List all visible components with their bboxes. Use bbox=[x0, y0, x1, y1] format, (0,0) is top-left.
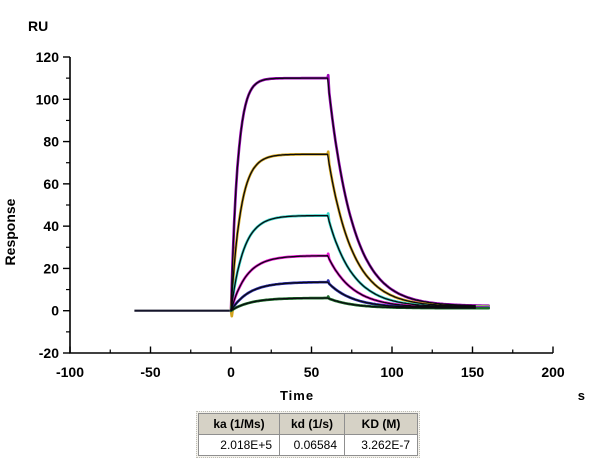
axes: -100 -50 0 50 100 150 200 -20 0 20 40 60 80 100 120 bbox=[36, 49, 565, 380]
y-tick-label: 80 bbox=[43, 134, 59, 150]
x-tick-label: 50 bbox=[304, 364, 320, 380]
y-axis-unit-label: RU bbox=[28, 18, 48, 34]
kinetics-value-ka: 2.018E+5 bbox=[198, 434, 280, 456]
x-tick-label: 150 bbox=[461, 364, 485, 380]
kinetics-value-KD: 3.262E-7 bbox=[344, 434, 418, 456]
y-tick-label: 120 bbox=[36, 49, 60, 65]
kinetics-value-kd: 0.06584 bbox=[279, 434, 345, 456]
sensorgram-chart: -100 -50 0 50 100 150 200 -20 0 20 40 60 80 100 120 RU… bbox=[2, 18, 585, 403]
fit-curve-trace-2 bbox=[230, 153, 476, 311]
x-axis-title: Time bbox=[280, 388, 314, 403]
fit-curve-trace-3 bbox=[230, 214, 476, 311]
x-axis-unit-label: s bbox=[578, 388, 585, 403]
kinetics-header-ka: ka (1/Ms) bbox=[198, 413, 280, 435]
x-tick-label: 200 bbox=[541, 364, 565, 380]
y-tick-label: 0 bbox=[51, 303, 59, 319]
y-tick-label: 60 bbox=[43, 176, 59, 192]
kinetics-header-row: ka (1/Ms) kd (1/s) KD (M) bbox=[198, 413, 418, 435]
kinetics-table: ka (1/Ms) kd (1/s) KD (M) 2.018E+5 0.065… bbox=[196, 411, 420, 458]
y-axis-title: Response bbox=[2, 198, 18, 265]
sensorgram-data-curves bbox=[134, 73, 490, 318]
x-tick-label: -100 bbox=[56, 364, 84, 380]
sensorgram-fit-curves bbox=[230, 77, 476, 312]
kinetics-header-KD: KD (M) bbox=[344, 413, 418, 435]
y-tick-label: 40 bbox=[43, 218, 59, 234]
data-trace-trace-1-highest-conc bbox=[229, 73, 490, 313]
fit-curve-trace-6-lowest-conc bbox=[230, 297, 476, 312]
fit-curve-trace-1-highest-conc bbox=[230, 77, 476, 311]
y-tick-label: 100 bbox=[36, 91, 60, 107]
y-tick-label: 20 bbox=[43, 260, 59, 276]
y-tick-label: -20 bbox=[39, 345, 59, 361]
x-tick-label: 100 bbox=[380, 364, 404, 380]
x-tick-label: -50 bbox=[140, 364, 160, 380]
x-tick-label: 0 bbox=[227, 364, 235, 380]
data-trace-trace-2 bbox=[229, 150, 490, 318]
kinetics-value-row: 2.018E+5 0.06584 3.262E-7 bbox=[198, 434, 418, 456]
data-trace-trace-3 bbox=[229, 212, 490, 313]
kinetics-table-grid: ka (1/Ms) kd (1/s) KD (M) 2.018E+5 0.065… bbox=[198, 413, 418, 456]
kinetics-header-kd: kd (1/s) bbox=[279, 413, 345, 435]
